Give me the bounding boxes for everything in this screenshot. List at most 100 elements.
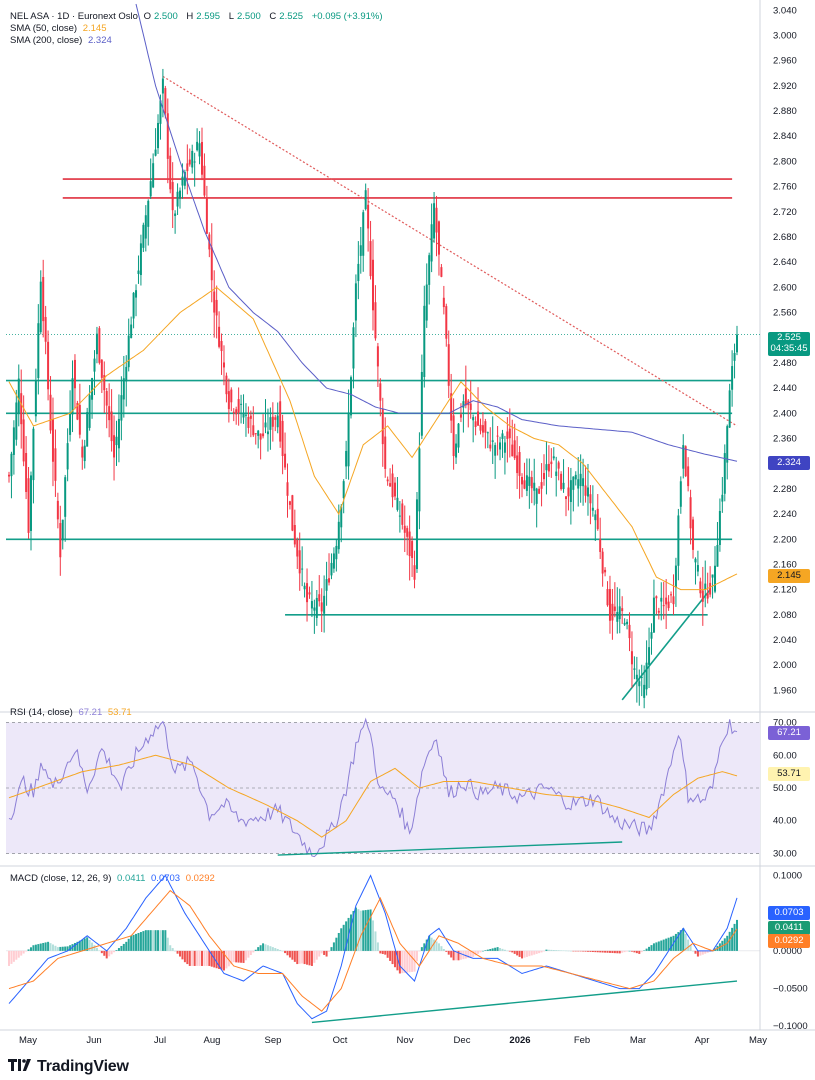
macd-histogram-bar (115, 950, 118, 951)
candle-body (44, 316, 47, 342)
macd-histogram-bar (200, 950, 203, 966)
candle-body (39, 281, 42, 333)
macd-histogram-bar (626, 950, 629, 952)
candle-body (494, 445, 497, 456)
candle-body (274, 417, 277, 420)
candle-body (144, 215, 147, 239)
price-tick-label-12: 2.560 (773, 308, 797, 319)
macd-histogram-bar (337, 932, 340, 951)
candle-body (32, 428, 35, 481)
candle-body (8, 474, 10, 477)
candle-body (611, 603, 614, 621)
candle-body (506, 431, 509, 439)
macd-histogram-bar (95, 947, 98, 951)
macd-histogram-bar (665, 938, 668, 951)
macd-histogram-bar (313, 950, 316, 963)
macd-histogram-bar (687, 939, 690, 951)
brand-footer[interactable]: TradingView (8, 1058, 129, 1076)
macd-histogram-bar (259, 945, 262, 951)
macd-histogram-bar (528, 950, 531, 957)
x-tick-label-7: Dec (454, 1035, 471, 1046)
candle-body (701, 590, 704, 602)
candle-body (481, 425, 484, 433)
candle-body (540, 482, 543, 489)
candle-body (621, 608, 624, 612)
signal-line (8, 889, 738, 1012)
macd-histogram-bar (511, 950, 514, 953)
macd-histogram-bar (608, 950, 611, 953)
candle-body (623, 622, 626, 625)
rsi-ma-badge: 53.71 (768, 767, 810, 781)
macd-histogram-bar (552, 950, 555, 951)
candle-body (125, 366, 128, 382)
rsi-tick-label-1: 60.00 (773, 750, 797, 761)
macd-histogram-bar (667, 937, 670, 951)
macd-histogram-bar (69, 945, 72, 951)
macd-histogram-bar (176, 950, 179, 954)
macd-histogram-bar (39, 943, 42, 951)
x-tick-label-4: Sep (265, 1035, 282, 1046)
candle-body (262, 433, 265, 437)
candle-body (200, 141, 203, 175)
macd-histogram-bar (127, 938, 130, 951)
candle-body (633, 668, 636, 670)
candle-body (472, 417, 475, 421)
macd-histogram-bar (301, 950, 304, 964)
macd-histogram-bar (47, 941, 50, 951)
candle-body (523, 480, 526, 489)
candle-body (350, 377, 353, 416)
macd-histogram-bar (100, 950, 103, 954)
candle-body (640, 676, 643, 678)
candle-body (530, 477, 533, 489)
macd-histogram-bar (232, 950, 235, 963)
macd-histogram-bar (435, 941, 438, 951)
macd-histogram-bar (367, 909, 370, 951)
macd-histogram-bar (613, 950, 616, 954)
macd-histogram-bar (408, 950, 411, 973)
macd-histogram-bar (56, 947, 59, 951)
candle-body (601, 551, 604, 574)
candle-body (205, 197, 208, 234)
macd-histogram-bar (540, 950, 543, 953)
candle-body (176, 191, 179, 207)
macd-histogram-bar (638, 950, 641, 954)
candle-body (374, 302, 377, 339)
candle-body (196, 141, 199, 151)
macd-histogram-bar (452, 950, 455, 961)
sma50-legend-value: 2.145 (82, 23, 107, 34)
candle-body (496, 435, 499, 437)
symbol-title: NEL ASA · 1D · Euronext Oslo (10, 11, 138, 22)
candle-body (391, 473, 394, 498)
price-tick-label-0: 3.040 (773, 5, 797, 16)
macd-histogram-bar (662, 939, 665, 951)
price-tick-label-22: 2.160 (773, 559, 797, 570)
candle-body (166, 113, 169, 159)
macd-histogram-bar (731, 927, 734, 951)
sma200-legend: SMA (200, close) 2.324 (10, 35, 115, 46)
macd-histogram-bar (547, 949, 550, 951)
macd-tick-label-0: 0.1000 (773, 871, 802, 882)
candle-body (396, 497, 399, 510)
macd-histogram-bar (645, 948, 648, 951)
rsi-tick-label-0: 70.00 (773, 718, 797, 729)
macd-tick-label-4: −0.1000 (773, 1021, 808, 1032)
candle-body (455, 443, 458, 458)
macd-histogram-bar (450, 950, 453, 958)
candle-body (709, 582, 712, 595)
price-tick-label-7: 2.760 (773, 182, 797, 193)
macd-histogram-bar (406, 950, 409, 973)
candle-body (381, 408, 384, 445)
macd-histogram-bar (276, 949, 279, 951)
macd-histogram-bar (296, 950, 299, 965)
candle-body (325, 579, 328, 591)
macd-histogram-bar (281, 950, 284, 952)
candle-body (550, 461, 553, 465)
macd-histogram-bar (579, 950, 582, 952)
candle-body (191, 150, 194, 168)
macd-histogram-bar (279, 949, 282, 951)
macd-histogram-bar (479, 950, 482, 953)
candle-body (462, 401, 465, 408)
x-tick-label-2: Jul (154, 1035, 166, 1046)
candle-body (491, 440, 494, 442)
candle-body (171, 182, 174, 211)
